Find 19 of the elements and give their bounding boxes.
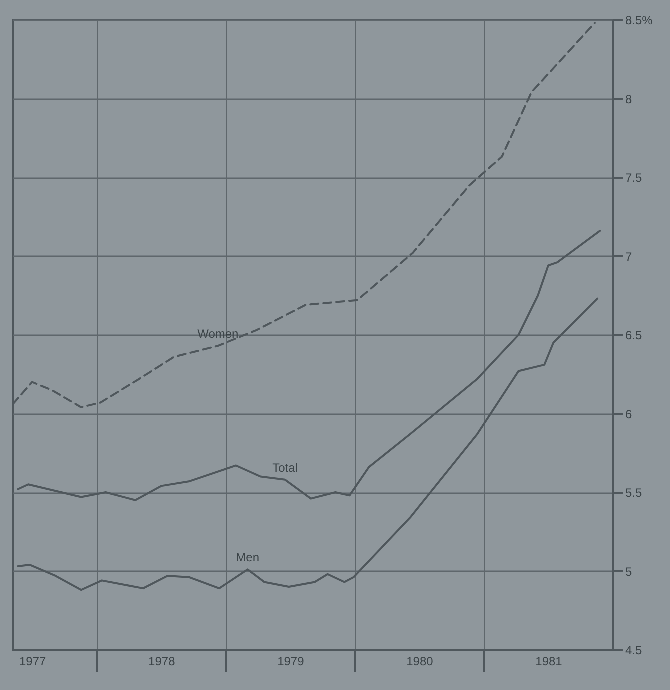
y-tick-label: 8.5%: [626, 14, 654, 28]
line-series: [17, 298, 599, 592]
line-series: [17, 230, 602, 502]
y-tick-label: 7: [626, 250, 632, 264]
y-tick-label: 7.5: [626, 171, 643, 185]
x-tick-label: 1978: [148, 654, 176, 668]
x-tick-label: 1981: [536, 654, 563, 668]
y-tick-label: 6: [626, 407, 632, 422]
y-tick-label: 5.5: [626, 486, 643, 500]
y-tick-label: 8: [626, 92, 632, 106]
x-tick-label: 1980: [406, 654, 434, 668]
series-label: Men: [236, 550, 260, 565]
x-tick-label: 1977: [20, 654, 47, 668]
y-tick-label: 5: [626, 564, 632, 579]
x-tick-label: 1979: [278, 654, 305, 668]
series-label: Total: [272, 460, 298, 475]
series-label: Women: [198, 327, 239, 342]
y-tick-label: 6.5: [626, 328, 643, 342]
y-tick-label: 4.5: [626, 644, 643, 658]
